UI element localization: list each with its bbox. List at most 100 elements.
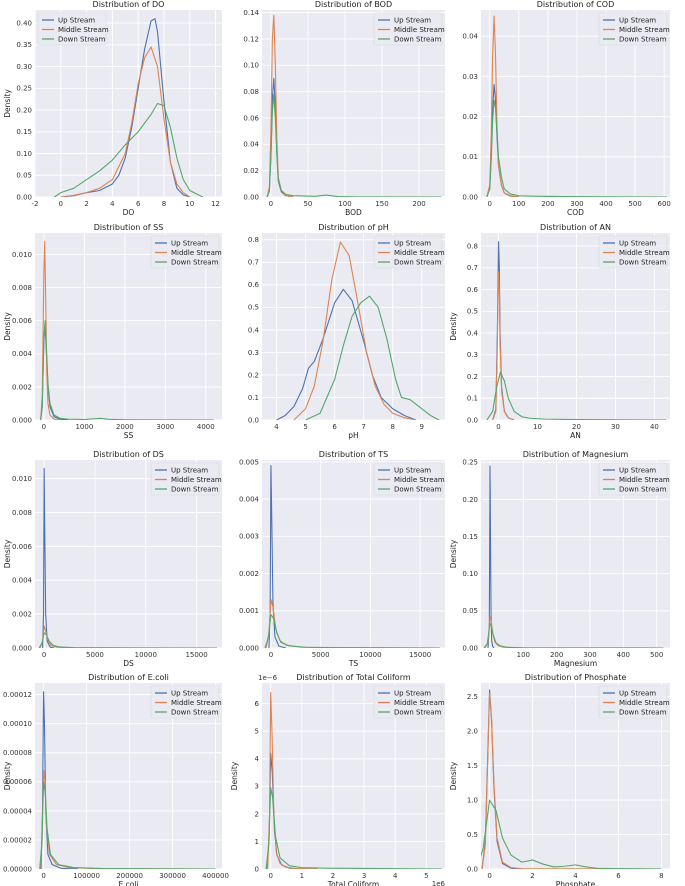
chart-9-legend-label: Middle Stream [171,699,222,707]
chart-4-title: Distribution of pH [318,223,389,232]
chart-8-legend-label: Down Stream [619,485,667,493]
chart-10-y-tick-label: 6 [255,700,260,708]
chart-3-series-middle-stream-line [40,240,61,420]
chart-1-y-tick-label: 0.12 [243,35,259,43]
chart-8-y-tick-label: 0.00 [462,644,478,652]
chart-4-y-tick-label: 0.5 [248,304,259,312]
chart-5-y-tick-label: 0.3 [467,351,478,359]
chart-1-y-tick-label: 0.14 [243,9,259,17]
chart-10-series-down-stream-line [265,787,442,869]
chart-10-x-tick-label: 5 [424,872,428,880]
chart-2-x-tick-label: 100 [512,200,525,208]
chart-3-y-tick-label: 0.010 [12,251,32,259]
chart-10-x-tick-label: 4 [393,872,398,880]
chart-1-x-tick-label: 100 [338,200,351,208]
chart-7-y-tick-label: 0.005 [239,458,259,466]
chart-11-x-tick-label: 2 [530,872,534,880]
chart-11-legend-label: Up Stream [619,689,656,697]
chart-7-x-tick-label: 15000 [409,651,431,659]
chart-9-legend-label: Up Stream [171,689,208,697]
chart-10-y-tick-label: 1 [255,838,259,846]
chart-3-y-tick-label: 0.006 [12,317,33,325]
chart-3-x-axis-label: SS [124,431,134,440]
chart-4-x-tick-label: 8 [390,423,394,431]
chart-2-x-tick-label: 400 [599,200,612,208]
chart-3-x-tick-label: 4000 [197,423,215,431]
chart-5-series-down-stream-line [486,371,667,420]
chart-0-y-tick-label: 0.20 [16,106,32,114]
chart-1-y-tick-label: 0.04 [243,141,259,149]
chart-6-y-tick-label: 0.008 [12,509,32,517]
chart-0-x-axis-label: DO [123,208,135,217]
chart-4-y-tick-label: 0.4 [248,326,260,334]
chart-3-y-tick-label: 0.000 [12,416,32,424]
chart-8-legend-label: Middle Stream [619,476,670,484]
chart-7-y-tick-label: 0.002 [239,570,259,578]
chart-7-legend-label: Up Stream [394,466,431,474]
chart-11-x-tick-label: 0 [487,872,491,880]
chart-5-y-tick-label: 0.1 [467,395,478,403]
chart-7-y-tick-label: 0.003 [239,533,259,541]
chart-5: 0 10 20 30 40 0.0 0.1 0.2 0.3 0.4 0.5 0.6 0.7 0.8 Dist… [449,223,670,440]
chart-10-legend-label: Middle Stream [394,699,445,707]
chart-0-x-tick-label: 6 [136,200,141,208]
chart-1-x-tick-label: 150 [375,200,388,208]
chart-9-y-tick-label: 0.00008 [3,749,32,757]
chart-11-y-tick-label: 0.0 [467,865,478,873]
chart-6-y-tick-label: 0.004 [12,577,33,585]
chart-8: 0 100 200 300 400 500 0.00 0.05 0.10 0.15 0.20 0.25… [449,450,670,668]
chart-10-legend-label: Down Stream [394,708,442,716]
chart-4-x-axis-label: pH [348,431,358,440]
chart-10-y-tick-label: 3 [255,783,259,791]
chart-6-legend-label: Up Stream [171,466,208,474]
chart-5-legend-label: Middle Stream [619,249,670,257]
chart-5-y-tick-label: 0.6 [467,286,479,294]
chart-7-legend-label: Middle Stream [394,476,445,484]
chart-11-x-tick-label: 8 [659,872,663,880]
chart-6-x-tick-label: 15000 [185,651,207,659]
chart-10-title: Distribution of Total Coliform [296,673,410,682]
chart-4-x-tick-label: 9 [420,423,424,431]
chart-6-y-tick-label: 0.010 [12,475,32,483]
chart-2-series-down-stream-line [486,99,668,197]
chart-3-legend-label: Middle Stream [171,249,222,257]
chart-2-series-middle-stream-line [486,15,519,197]
chart-2-x-tick-label: 600 [657,200,670,208]
chart-0-x-tick-label: 2 [84,200,88,208]
chart-9-title: Distribution of E.coli [88,673,169,682]
chart-2-y-tick-label: 0.00 [462,193,478,201]
chart-5-y-axis-label: Density [449,312,458,341]
chart-5-x-tick-label: 0 [496,423,500,431]
chart-10-x-tick-label: 1 [300,872,304,880]
chart-8-legend-label: Up Stream [619,466,656,474]
chart-3-x-tick-label: 0 [42,423,46,431]
chart-7-x-tick-label: 5000 [312,651,330,659]
chart-2-legend-box [598,12,668,46]
chart-6-x-axis-label: DS [123,659,134,668]
chart-3-legend-label: Up Stream [171,239,208,247]
chart-3-y-axis-label: Density [3,312,12,341]
chart-0-x-tick-label: 0 [59,200,63,208]
chart-10: 0 1 2 3 4 5 0 1 2 3 4 5 6 Distribution of Total Colif… [230,673,446,886]
chart-1: 0 50 100 150 200 0.00 0.02 0.04 0.06 0.08 0.10 0.12… [243,0,445,217]
chart-10-legend-box [373,685,443,719]
chart-8-y-tick-label: 0.15 [462,533,478,541]
chart-9-x-tick-label: 0 [41,872,45,880]
chart-11-series-down-stream-line [481,799,662,869]
chart-9-y-tick-label: 0.00004 [3,807,32,815]
chart-6-legend-label: Middle Stream [171,476,222,484]
chart-8-title: Distribution of Magnesium [523,450,629,459]
chart-9-y-tick-label: 0.00000 [3,865,32,873]
chart-6: 0 5000 10000 15000 0.000 0.002 0.004 0.006 0.008… [3,450,222,668]
chart-1-x-tick-label: 0 [269,200,273,208]
chart-2-y-tick-label: 0.03 [462,73,478,81]
chart-10-y-tick-label: 2 [255,810,259,818]
chart-3-series-down-stream-line [40,320,214,420]
chart-7-title: Distribution of TS [319,450,388,459]
